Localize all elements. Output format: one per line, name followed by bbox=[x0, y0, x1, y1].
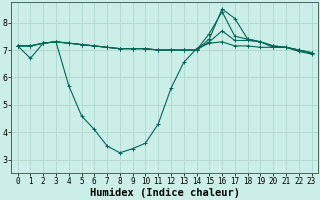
X-axis label: Humidex (Indice chaleur): Humidex (Indice chaleur) bbox=[90, 188, 240, 198]
